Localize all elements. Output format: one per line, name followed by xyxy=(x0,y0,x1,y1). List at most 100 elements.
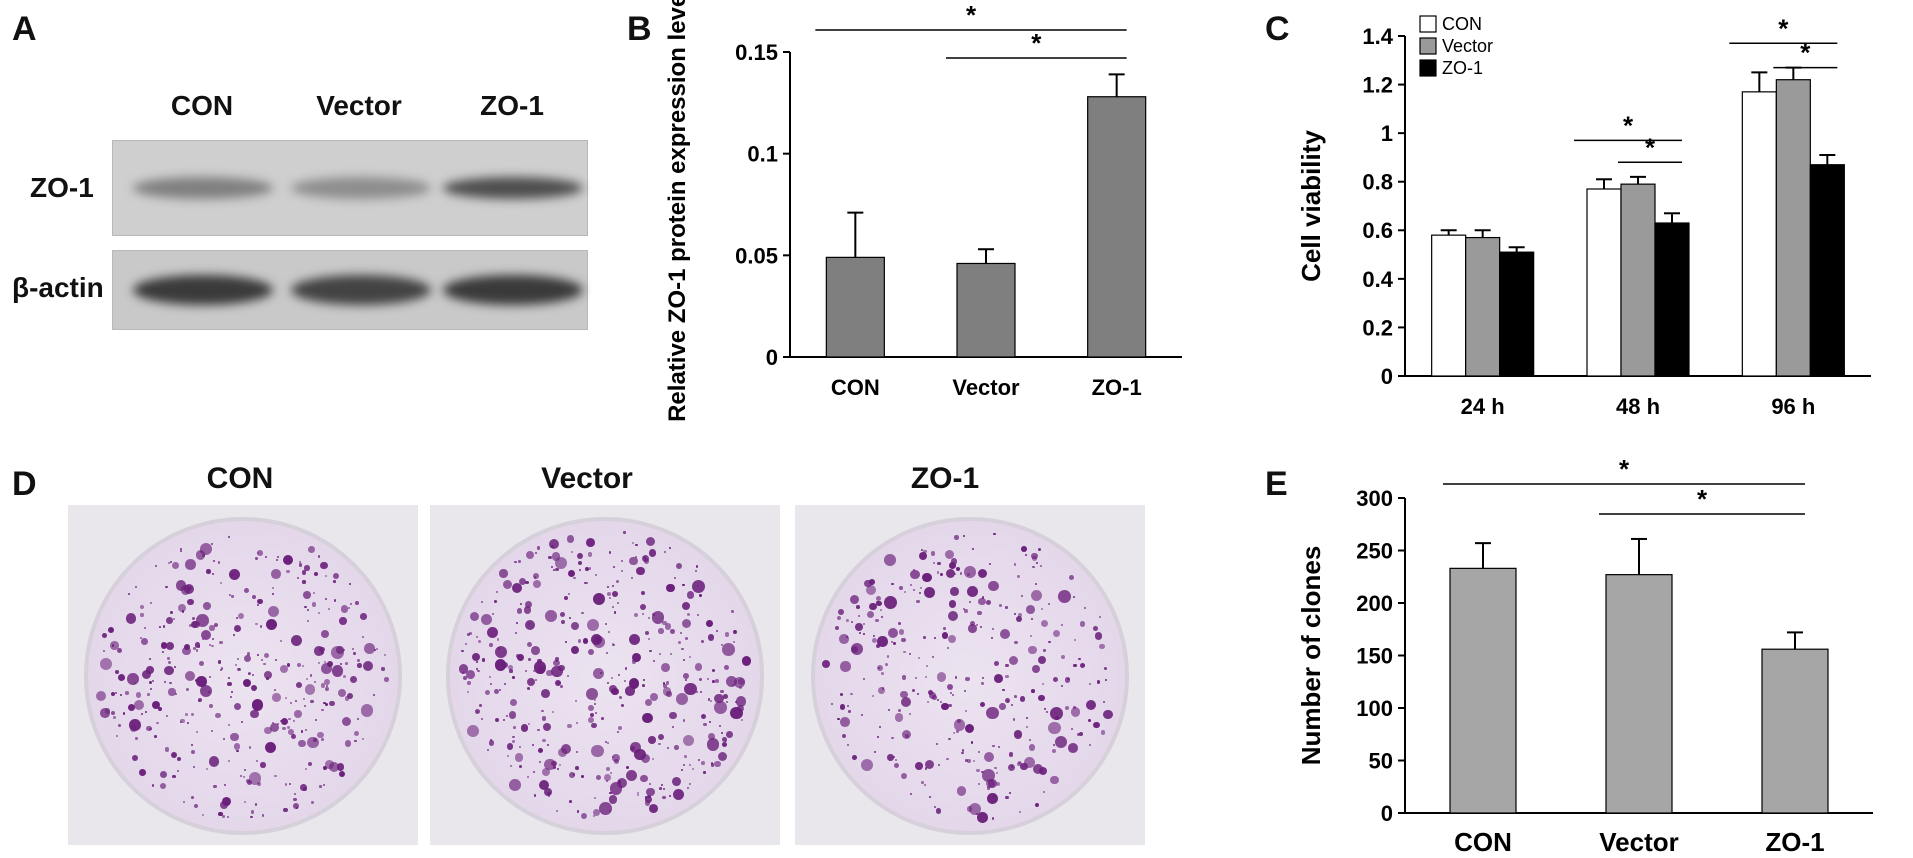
colony-dot xyxy=(357,663,362,668)
colony-dot xyxy=(282,554,294,566)
colony-dot xyxy=(318,785,322,789)
colony-dot xyxy=(593,815,596,818)
colony-dot xyxy=(259,625,263,628)
colony-dot xyxy=(724,632,730,637)
colony-dot xyxy=(467,681,471,685)
colony-dot xyxy=(533,576,537,579)
colony-dot xyxy=(642,613,645,616)
colony-dot xyxy=(209,625,215,631)
colony-dot xyxy=(1070,707,1080,717)
colony-dot xyxy=(509,765,512,768)
colony-dot xyxy=(937,561,941,566)
colony-dot xyxy=(338,771,345,778)
colony-dot xyxy=(187,585,192,591)
colony-dot xyxy=(518,560,521,563)
colony-dot xyxy=(465,670,475,680)
colony-dot xyxy=(966,758,971,763)
colony-dot xyxy=(575,766,579,771)
colony-dot xyxy=(580,812,588,820)
colony-dot xyxy=(1103,710,1113,720)
colony-dot xyxy=(663,684,667,688)
colony-dot xyxy=(313,571,318,576)
colony-dot xyxy=(719,725,722,728)
colony-dot xyxy=(244,654,252,662)
colony-dot xyxy=(318,661,321,664)
colony-dot xyxy=(168,688,176,696)
y-tick-label: 1.4 xyxy=(1362,24,1393,49)
colony-dot xyxy=(733,641,736,644)
colony-dot xyxy=(541,689,550,699)
colony-dot xyxy=(554,679,561,686)
colony-dot xyxy=(362,661,374,672)
colony-dot xyxy=(477,669,480,673)
y-tick-label: 0.2 xyxy=(1362,315,1393,340)
colony-dot xyxy=(228,568,241,581)
colony-dot xyxy=(503,682,506,685)
colony-dot xyxy=(735,696,747,708)
colony-dot xyxy=(641,555,649,563)
colony-dot xyxy=(918,657,921,660)
colony-dot xyxy=(250,815,253,819)
significance-marker: * xyxy=(1800,38,1811,68)
colony-dot xyxy=(192,620,200,628)
colony-dot xyxy=(305,677,308,680)
colony-dot xyxy=(527,641,533,647)
colony-dot xyxy=(135,692,142,698)
colony-dot xyxy=(516,621,519,624)
colony-dot xyxy=(721,736,728,742)
colony-dot xyxy=(190,749,195,754)
colony-dot xyxy=(1006,700,1010,703)
colony-dot xyxy=(947,646,950,650)
bar xyxy=(1809,164,1845,377)
colony-dot xyxy=(636,793,640,797)
colony-dot xyxy=(566,535,575,543)
colony-dot xyxy=(231,595,234,598)
colony-dot xyxy=(741,656,752,666)
colony-dot xyxy=(384,677,389,682)
colony-dot xyxy=(991,627,994,630)
colony-dot xyxy=(876,644,881,649)
colony-dot xyxy=(556,659,559,662)
colony-dot xyxy=(243,775,246,778)
colony-dot xyxy=(611,677,614,680)
colony-dot xyxy=(612,591,619,598)
colony-dot xyxy=(280,664,289,673)
colony-dot xyxy=(186,721,189,724)
colony-dot xyxy=(339,663,342,666)
colony-dot xyxy=(642,679,645,682)
colony-dot xyxy=(251,810,255,814)
colony-dot xyxy=(112,644,115,647)
colony-dot xyxy=(578,568,581,571)
colony-dot xyxy=(1037,655,1047,665)
colony-dot xyxy=(922,636,926,640)
colony-dot xyxy=(480,717,484,721)
colony-dot xyxy=(921,572,932,583)
colony-dot xyxy=(207,691,210,693)
colony-dot xyxy=(554,556,567,569)
colony-dot xyxy=(909,793,912,796)
colony-dot xyxy=(576,810,579,813)
colony-dot xyxy=(176,756,181,761)
colony-dot xyxy=(312,591,316,594)
colony-dot xyxy=(1099,616,1102,619)
x-tick-label: CON xyxy=(831,375,880,400)
colony-dot xyxy=(149,602,152,604)
colony-dot xyxy=(605,767,611,772)
colony-dot xyxy=(569,616,572,619)
colony-dot xyxy=(302,697,305,700)
colony-dot xyxy=(509,699,518,707)
colony-dot xyxy=(668,795,671,798)
panel-label-b: B xyxy=(627,10,652,48)
colony-dot xyxy=(1013,613,1016,616)
colony-dot xyxy=(274,775,277,778)
colony-dot xyxy=(684,682,697,696)
colony-dot xyxy=(995,771,998,774)
colony-dot xyxy=(347,607,350,610)
colony-dot xyxy=(294,792,297,795)
colony-dot xyxy=(195,649,199,652)
colony-dot xyxy=(149,687,152,690)
colony-dot xyxy=(511,739,515,743)
colony-dot xyxy=(665,681,670,685)
colony-dot xyxy=(578,561,583,566)
colony-dot xyxy=(475,668,478,671)
